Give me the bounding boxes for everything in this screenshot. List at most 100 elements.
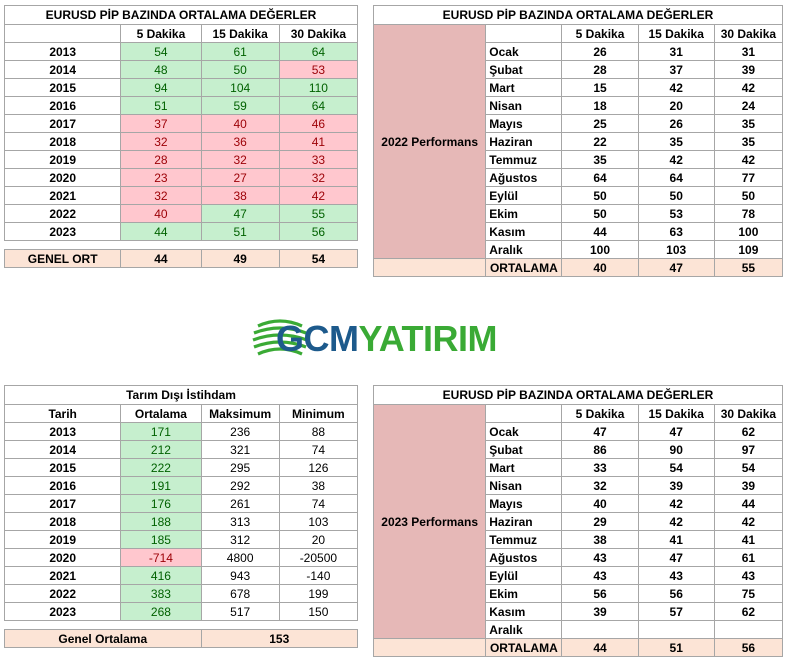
- summary-blank: [372, 258, 487, 277]
- value-cell: 4800: [200, 548, 280, 567]
- table-row: 2021 32 38 42: [3, 186, 359, 205]
- summary-label: ORTALAMA: [485, 638, 563, 657]
- column-header: 15 Dakika: [637, 404, 715, 423]
- value-cell: 75: [713, 584, 784, 603]
- table-row: 2015 94 104 110: [3, 78, 359, 97]
- value-cell: 236: [200, 422, 280, 441]
- value-cell: 47: [561, 422, 639, 441]
- value-cell: 20: [278, 530, 359, 549]
- value-cell: 33: [278, 150, 359, 169]
- performance-2022-table: EURUSD PİP BAZINDA ORTALAMA DEĞERLER 2022…: [372, 5, 784, 277]
- table-row: Mart 15 42 42: [374, 78, 784, 97]
- value-cell: 50: [561, 204, 639, 223]
- value-cell: 15: [561, 78, 639, 97]
- table-row: 2017 37 40 46: [3, 114, 359, 133]
- globe-icon: [252, 319, 308, 356]
- month-label: Mart: [485, 78, 563, 97]
- month-label: Nisan: [485, 476, 563, 495]
- value-cell: 32: [120, 132, 202, 151]
- table-title-row: EURUSD PİP BAZINDA ORTALAMA DEĞERLER: [4, 5, 358, 25]
- value-cell: 261: [200, 494, 280, 513]
- summary-value: 49: [200, 249, 280, 268]
- value-cell: 39: [561, 602, 639, 621]
- value-cell: 22: [561, 132, 639, 151]
- value-cell: 517: [200, 602, 280, 621]
- summary-row: GENEL ORT 44 49 54: [3, 249, 359, 268]
- year-label: 2018: [3, 132, 122, 151]
- table-row: 2015 222 295 126: [3, 458, 359, 477]
- value-cell: 50: [561, 186, 639, 205]
- value-cell: [561, 620, 639, 639]
- year-label: 2015: [3, 458, 122, 477]
- month-label: Mayıs: [485, 114, 563, 133]
- value-cell: -714: [120, 548, 202, 567]
- value-cell: 35: [713, 114, 784, 133]
- value-cell: 42: [637, 150, 715, 169]
- table-title-row: EURUSD PİP BAZINDA ORTALAMA DEĞERLER: [373, 385, 783, 405]
- value-cell: 109: [713, 240, 784, 259]
- table-row: 2020 23 27 32: [3, 168, 359, 187]
- value-cell: 321: [200, 440, 280, 459]
- summary-value: 40: [561, 258, 639, 277]
- year-label: 2013: [3, 422, 122, 441]
- column-header: Maksimum: [200, 404, 280, 423]
- value-cell: 100: [561, 240, 639, 259]
- value-cell: 64: [561, 168, 639, 187]
- value-cell: 32: [561, 476, 639, 495]
- table-row: Nisan 18 20 24: [374, 96, 784, 115]
- year-label: 2016: [3, 96, 122, 115]
- value-cell: [637, 620, 715, 639]
- performance-2023-table: EURUSD PİP BAZINDA ORTALAMA DEĞERLER 2023…: [372, 385, 784, 657]
- value-cell: 26: [561, 42, 639, 61]
- value-cell: 38: [278, 476, 359, 495]
- table-row: Eylül 43 43 43: [374, 566, 784, 585]
- summary-value: 44: [120, 249, 202, 268]
- value-cell: 100: [713, 222, 784, 241]
- summary-row: ORTALAMA 44 51 56: [372, 638, 784, 657]
- value-cell: 42: [637, 512, 715, 531]
- value-cell: 39: [713, 60, 784, 79]
- value-cell: 51: [120, 96, 202, 115]
- summary-value: 54: [278, 249, 359, 268]
- value-cell: 61: [200, 42, 280, 61]
- value-cell: 32: [200, 150, 280, 169]
- month-label: Haziran: [485, 512, 563, 531]
- value-cell: 90: [637, 440, 715, 459]
- value-cell: 678: [200, 584, 280, 603]
- value-cell: 56: [637, 584, 715, 603]
- spacer: [4, 620, 358, 630]
- table-row: 2018 188 313 103: [3, 512, 359, 531]
- month-label: Temmuz: [485, 530, 563, 549]
- value-cell: 62: [713, 422, 784, 441]
- performance-side-label: 2023 Performans: [372, 404, 487, 639]
- value-cell: 62: [713, 602, 784, 621]
- value-cell: 150: [278, 602, 359, 621]
- blank-header: [485, 24, 563, 43]
- value-cell: 31: [637, 42, 715, 61]
- summary-row: Genel Ortalama 153: [4, 629, 359, 648]
- nonfarm-payrolls-table: Tarım Dışı İstihdam Tarih Ortalama Maksimum…: [3, 385, 359, 648]
- value-cell: 77: [713, 168, 784, 187]
- year-label: 2022: [3, 584, 122, 603]
- value-cell: 44: [713, 494, 784, 513]
- value-cell: -140: [278, 566, 359, 585]
- year-label: 2021: [3, 186, 122, 205]
- month-label: Aralık: [485, 240, 563, 259]
- value-cell: 41: [637, 530, 715, 549]
- year-label: 2014: [3, 60, 122, 79]
- value-cell: 43: [637, 566, 715, 585]
- summary-blank: [372, 638, 487, 657]
- table-header-row: 2023 Performans 5 Dakika 15 Dakika 30 Dakik…: [372, 404, 784, 639]
- month-label: Şubat: [485, 60, 563, 79]
- value-cell: 44: [561, 222, 639, 241]
- table-row: 2023 268 517 150: [3, 602, 359, 621]
- month-label: Ekim: [485, 584, 563, 603]
- value-cell: 18: [561, 96, 639, 115]
- value-cell: 43: [561, 566, 639, 585]
- value-cell: 27: [200, 168, 280, 187]
- value-cell: 292: [200, 476, 280, 495]
- value-cell: 41: [713, 530, 784, 549]
- value-cell: 32: [120, 186, 202, 205]
- value-cell: 383: [120, 584, 202, 603]
- value-cell: 26: [637, 114, 715, 133]
